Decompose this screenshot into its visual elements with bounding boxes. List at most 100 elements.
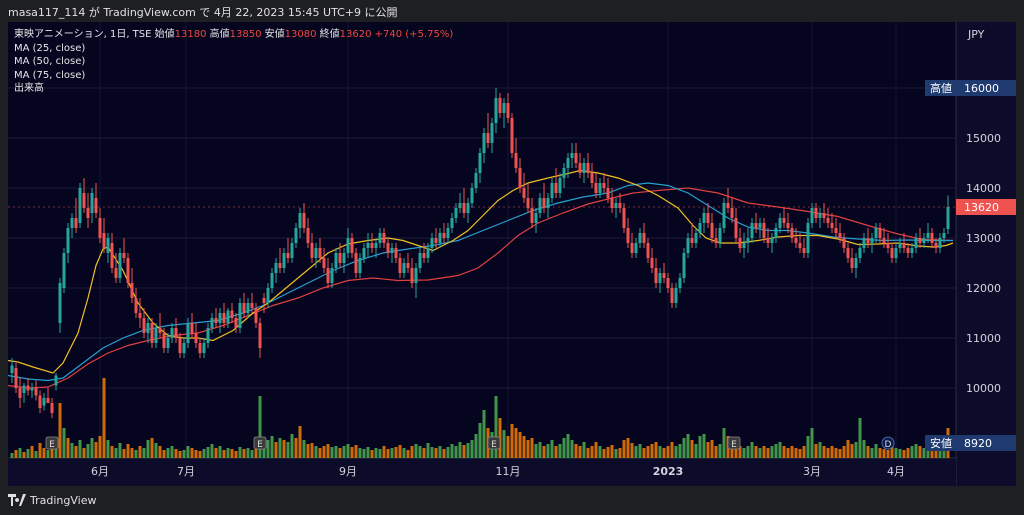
candle-body xyxy=(366,243,370,248)
candle-body xyxy=(734,218,738,238)
candle-body xyxy=(614,203,618,208)
earnings-marker-icon[interactable] xyxy=(487,436,501,450)
candle-body xyxy=(62,253,66,288)
candle-body xyxy=(802,248,806,253)
volume-bar xyxy=(794,448,798,458)
ma75-line xyxy=(8,187,954,389)
volume-bar xyxy=(298,426,302,458)
candle-body xyxy=(246,303,250,313)
price-axis[interactable] xyxy=(956,22,1016,486)
tradingview-logo-icon xyxy=(8,494,26,506)
volume-bar xyxy=(318,448,322,458)
volume-bar xyxy=(758,448,762,458)
candle-body xyxy=(218,313,222,323)
candle-body xyxy=(794,238,798,243)
volume-bar xyxy=(382,446,386,458)
candle-body xyxy=(662,273,666,278)
earnings-marker-icon[interactable] xyxy=(727,436,741,450)
volume-bar xyxy=(82,448,86,458)
time-axis[interactable] xyxy=(8,458,956,486)
candle-body xyxy=(630,243,634,253)
price-chart[interactable]: 10000 11000 12000 13000 14000 15000 16000 JPY 6月… xyxy=(8,22,1016,486)
candle-body xyxy=(134,298,138,313)
volume-bar xyxy=(578,446,582,458)
candle-body xyxy=(318,248,322,258)
candle-body xyxy=(666,278,670,288)
legend-close-value: 13620 xyxy=(339,29,372,40)
candle-body xyxy=(570,153,574,158)
candle-body xyxy=(462,203,466,213)
volume-bar xyxy=(386,449,390,458)
volume-bar xyxy=(414,444,418,458)
volume-bar xyxy=(434,448,438,458)
candle-body xyxy=(698,223,702,233)
earnings-marker-icon[interactable] xyxy=(253,436,267,450)
volume-bar xyxy=(618,448,622,458)
volume-bar xyxy=(290,434,294,458)
time-tick-label: 7月 xyxy=(177,465,195,478)
volume-bar xyxy=(66,438,70,458)
price-tick-label: 10000 xyxy=(966,382,1001,395)
volume-bar xyxy=(334,446,338,458)
candle-body xyxy=(582,163,586,173)
candle-body xyxy=(26,385,30,391)
legend-volume[interactable]: 出来高 xyxy=(14,83,44,94)
candle-body xyxy=(810,208,814,223)
volume-bar xyxy=(906,448,910,458)
candle-body xyxy=(562,168,566,178)
candle-body xyxy=(766,238,770,243)
volume-bar xyxy=(710,440,714,458)
candle-body xyxy=(58,283,62,323)
volume-bar xyxy=(122,449,126,458)
earnings-marker-label: E xyxy=(257,440,263,450)
dividend-marker-icon[interactable] xyxy=(881,436,895,450)
chart-area[interactable]: 10000 11000 12000 13000 14000 15000 16000 JPY 6月… xyxy=(8,22,1016,486)
volume-bar xyxy=(546,444,550,458)
volume-bar xyxy=(454,446,458,458)
volume-bar xyxy=(330,447,334,458)
candle-body xyxy=(278,263,282,268)
volume-bar xyxy=(142,448,146,458)
candle-body xyxy=(290,243,294,258)
volume-bar xyxy=(630,443,634,458)
candle-body xyxy=(334,253,338,268)
volume-bar xyxy=(890,446,894,458)
volume-bar xyxy=(214,448,218,458)
volume-bar xyxy=(18,448,22,458)
legend-ma25[interactable]: MA (25, close) xyxy=(14,42,86,54)
volume-bar xyxy=(270,436,274,458)
volume-bar xyxy=(746,446,750,458)
candle-body xyxy=(18,388,22,398)
volume-bar xyxy=(322,446,326,458)
tradingview-brand[interactable]: TradingView xyxy=(30,494,97,507)
candle-body xyxy=(326,268,330,283)
candle-body xyxy=(450,218,454,228)
volume-bar xyxy=(50,446,54,458)
earnings-marker-icon[interactable] xyxy=(45,436,59,450)
volume-bar xyxy=(34,451,38,458)
volume-bar xyxy=(878,448,882,458)
volume-bar xyxy=(818,442,822,458)
candle-body xyxy=(170,328,174,338)
candle-body xyxy=(938,238,942,248)
volume-bar xyxy=(770,446,774,458)
candle-body xyxy=(790,228,794,238)
volume-bar xyxy=(158,446,162,458)
candle-body xyxy=(398,258,402,273)
volume-bar xyxy=(422,448,426,458)
candle-body xyxy=(446,228,450,238)
candle-body xyxy=(238,303,242,328)
volume-bar xyxy=(370,450,374,458)
candle-body xyxy=(806,223,810,253)
legend-ma50[interactable]: MA (50, close) xyxy=(14,56,86,67)
candle-body xyxy=(42,398,46,406)
candle-body xyxy=(814,208,818,218)
volume-bar xyxy=(806,436,810,458)
volume-bar xyxy=(266,440,270,458)
volume-bar xyxy=(574,444,578,458)
candle-body xyxy=(166,338,170,348)
volume-bar xyxy=(650,444,654,458)
volume-bar xyxy=(74,446,78,458)
volume-bar xyxy=(202,449,206,458)
legend-ma75[interactable]: MA (75, close) xyxy=(14,69,86,81)
